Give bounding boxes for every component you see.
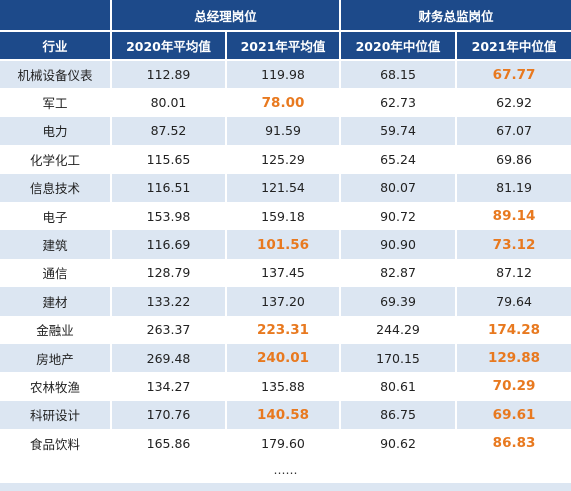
highlighted-value-cell: 174.28 (456, 315, 571, 344)
table-row: 电子 153.98 159.18 90.72 89.14 (0, 201, 571, 231)
value-cell: 116.69 (111, 230, 227, 259)
header-group-finance-director: 财务总监岗位 (340, 0, 571, 32)
table-row: 通信 128.79 137.45 82.87 87.12 (0, 258, 571, 288)
value-cell: 179.60 (226, 429, 342, 458)
industry-cell: 建材 (0, 287, 112, 316)
footer-band (0, 483, 571, 491)
table-row: 房地产 269.48 240.01 170.15 129.88 (0, 343, 571, 373)
value-cell: 65.24 (340, 145, 458, 174)
highlighted-value-cell: 223.31 (226, 315, 342, 344)
highlighted-value-cell: 73.12 (456, 230, 571, 259)
industry-cell: 农林牧渔 (0, 372, 112, 401)
industry-cell: 机械设备仪表 (0, 60, 112, 89)
column-header-2021-average: 2021年平均值 (226, 31, 342, 61)
value-cell: 69.39 (340, 287, 458, 316)
table-row: 金融业 263.37 223.31 244.29 174.28 (0, 315, 571, 344)
value-cell: 80.01 (111, 88, 227, 117)
industry-cell: 通信 (0, 258, 112, 288)
value-cell: 67.07 (456, 116, 571, 146)
industry-cell: 金融业 (0, 315, 112, 344)
table-row: 军工 80.01 78.00 62.73 62.92 (0, 88, 571, 117)
value-cell: 244.29 (340, 315, 458, 344)
value-cell: 62.92 (456, 88, 571, 117)
highlighted-value-cell: 78.00 (226, 88, 342, 117)
industry-cell: 食品饮料 (0, 429, 112, 458)
value-cell: 170.76 (111, 400, 227, 430)
value-cell: 68.15 (340, 60, 458, 89)
highlighted-value-cell: 101.56 (226, 230, 342, 259)
value-cell: 135.88 (226, 372, 342, 401)
industry-cell: 建筑 (0, 230, 112, 259)
table-row: 农林牧渔 134.27 135.88 80.61 70.29 (0, 372, 571, 401)
value-cell: 62.73 (340, 88, 458, 117)
highlighted-value-cell: 86.83 (456, 429, 571, 458)
industry-cell: 信息技术 (0, 173, 112, 202)
value-cell: 81.19 (456, 173, 571, 202)
value-cell: 59.74 (340, 116, 458, 146)
highlighted-value-cell: 140.58 (226, 400, 342, 430)
value-cell: 165.86 (111, 429, 227, 458)
highlighted-value-cell: 70.29 (456, 372, 571, 401)
value-cell: 87.52 (111, 116, 227, 146)
industry-cell: 科研设计 (0, 400, 112, 430)
value-cell: 170.15 (340, 343, 458, 373)
value-cell: 79.64 (456, 287, 571, 316)
industry-cell: 化学化工 (0, 145, 112, 174)
table-footer-band (0, 483, 571, 491)
industry-cell: 电子 (0, 201, 112, 231)
table-row: 机械设备仪表 112.89 119.98 68.15 67.77 (0, 60, 571, 89)
value-cell: 116.51 (111, 173, 227, 202)
column-header-2021-median: 2021年中位值 (456, 31, 571, 61)
value-cell: 269.48 (111, 343, 227, 373)
table-row: 建材 133.22 137.20 69.39 79.64 (0, 287, 571, 316)
value-cell: 69.86 (456, 145, 571, 174)
value-cell: 90.72 (340, 201, 458, 231)
table-row: 建筑 116.69 101.56 90.90 73.12 (0, 230, 571, 259)
value-cell: 137.20 (226, 287, 342, 316)
value-cell: 86.75 (340, 400, 458, 430)
column-header-2020-average: 2020年平均值 (111, 31, 227, 61)
value-cell: 134.27 (111, 372, 227, 401)
value-cell: 125.29 (226, 145, 342, 174)
value-cell: 91.59 (226, 116, 342, 146)
value-cell: 82.87 (340, 258, 458, 288)
table-row: 科研设计 170.76 140.58 86.75 69.61 (0, 400, 571, 430)
industry-cell: 军工 (0, 88, 112, 117)
value-cell: 119.98 (226, 60, 342, 89)
table-row: 电力 87.52 91.59 59.74 67.07 (0, 116, 571, 146)
value-cell: 87.12 (456, 258, 571, 288)
ellipsis-text: …… (0, 457, 571, 484)
value-cell: 153.98 (111, 201, 227, 231)
header-group-general-manager: 总经理岗位 (111, 0, 342, 32)
table-row: 信息技术 116.51 121.54 80.07 81.19 (0, 173, 571, 202)
value-cell: 115.65 (111, 145, 227, 174)
highlighted-value-cell: 67.77 (456, 60, 571, 89)
table-row: 食品饮料 165.86 179.60 90.62 86.83 (0, 429, 571, 458)
value-cell: 90.62 (340, 429, 458, 458)
highlighted-value-cell: 129.88 (456, 343, 571, 373)
value-cell: 80.61 (340, 372, 458, 401)
value-cell: 90.90 (340, 230, 458, 259)
highlighted-value-cell: 240.01 (226, 343, 342, 373)
ellipsis-row: …… (0, 457, 571, 484)
highlighted-value-cell: 69.61 (456, 400, 571, 430)
value-cell: 121.54 (226, 173, 342, 202)
table-row: 化学化工 115.65 125.29 65.24 69.86 (0, 145, 571, 174)
industry-cell: 房地产 (0, 343, 112, 373)
industry-cell: 电力 (0, 116, 112, 146)
value-cell: 128.79 (111, 258, 227, 288)
value-cell: 159.18 (226, 201, 342, 231)
column-header-industry: 行业 (0, 31, 112, 61)
value-cell: 263.37 (111, 315, 227, 344)
highlighted-value-cell: 89.14 (456, 201, 571, 231)
value-cell: 133.22 (111, 287, 227, 316)
value-cell: 137.45 (226, 258, 342, 288)
value-cell: 112.89 (111, 60, 227, 89)
header-corner (0, 0, 112, 32)
column-header-2020-median: 2020年中位值 (340, 31, 458, 61)
value-cell: 80.07 (340, 173, 458, 202)
